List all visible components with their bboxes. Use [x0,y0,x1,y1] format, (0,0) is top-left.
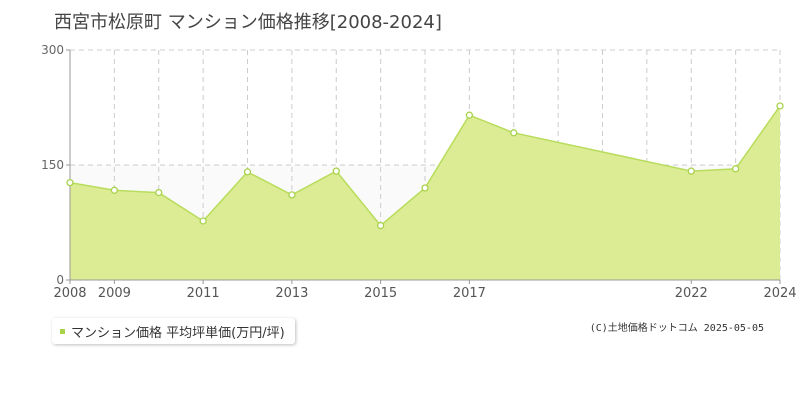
x-tick-label-2024: 2024 [763,286,796,301]
data-point-2009 [110,186,119,194]
legend-marker [60,328,65,334]
data-point-2011 [199,217,207,225]
data-point-2012 [243,168,252,176]
x-tick-label-2008: 2008 [53,286,86,301]
y-tick-label-300: 300 [41,43,64,57]
data-point-2023 [731,165,740,173]
area-fill [70,105,780,280]
x-tick-label-2009: 2009 [98,286,131,301]
data-point-2008 [66,178,74,187]
area-line [69,105,781,227]
area-series [69,105,781,280]
chart-title: 西宮市松原町 マンション価格推移[2008-2024] [54,12,442,33]
x-tick-label-2011: 2011 [187,286,220,301]
y-tick-label-150: 150 [41,158,64,172]
data-point-2017 [465,111,474,119]
data-point-2013 [288,191,296,199]
legend-label: マンション価格 平均坪単価(万円/坪) [71,325,285,341]
data-point-2018 [510,129,518,137]
data-point-2024 [776,102,784,110]
source-credit: (C)土地価格ドットコム 2025-05-05 [589,323,764,334]
axes [66,49,781,284]
data-point-2016 [421,184,429,192]
y-tick-label-0: 0 [56,273,64,287]
data-point-2010 [155,188,163,197]
legend: マンション価格 平均坪単価(万円/坪) [52,318,295,344]
data-point-2022 [687,167,695,175]
x-tick-label-2013: 2013 [275,286,308,301]
data-point-2015 [376,221,385,230]
tick-labels: 0 150 300 2008 2009 2011 2013 2015 2017 2022 2024 [41,43,796,301]
data-points [66,102,784,230]
x-tick-label-2022: 2022 [675,286,708,301]
x-tick-label-2017: 2017 [453,286,486,301]
data-point-2014 [332,167,340,175]
x-tick-label-2015: 2015 [364,286,397,301]
